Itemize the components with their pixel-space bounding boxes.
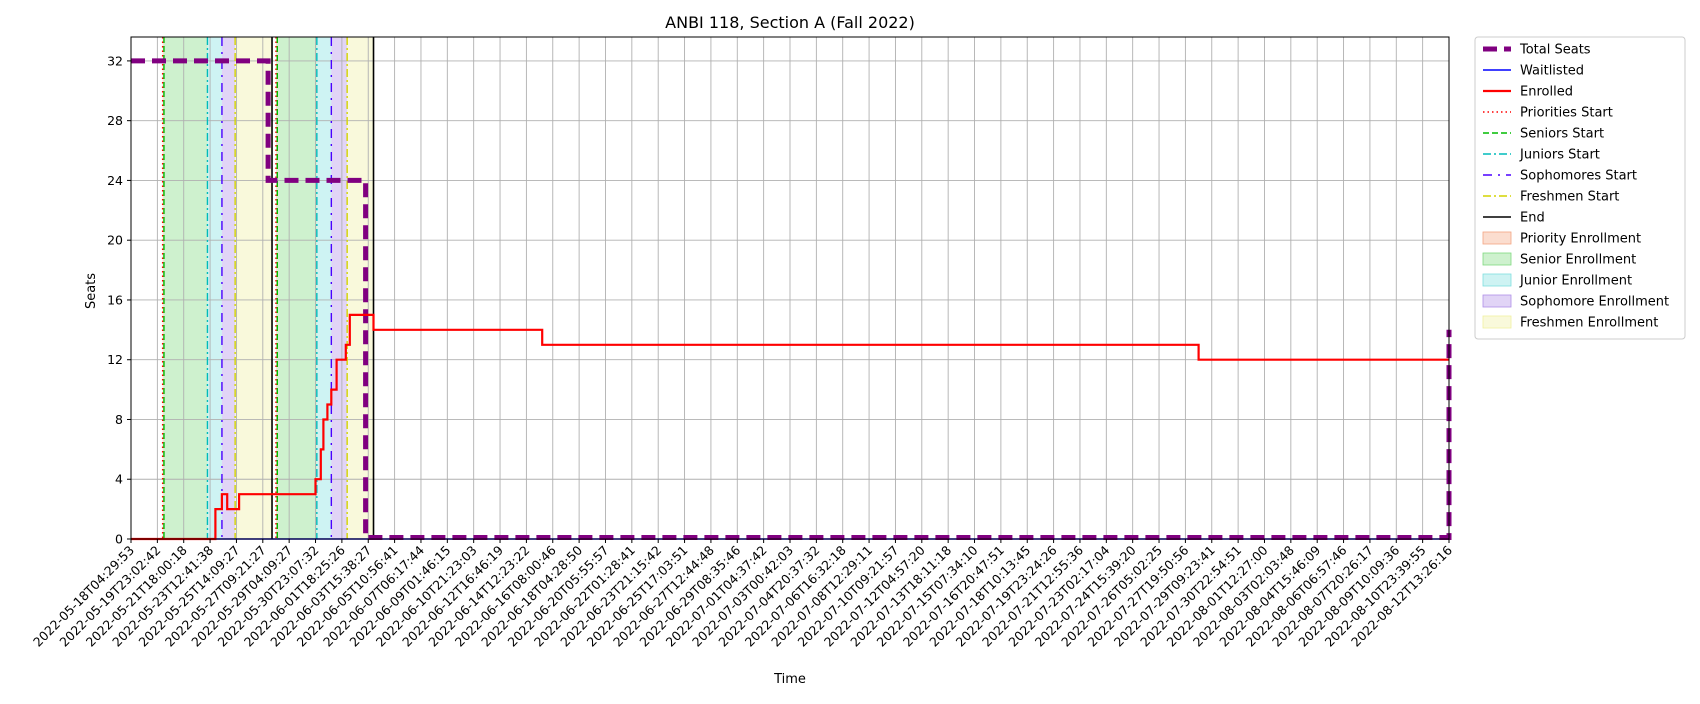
y-tick-label: 4 <box>115 472 123 487</box>
legend-label: Sophomore Enrollment <box>1520 295 1669 310</box>
y-tick-label: 8 <box>115 412 123 427</box>
y-axis-ticks: 0 4 8 12 16 20 24 28 32 <box>107 53 131 547</box>
series-enrolled <box>131 313 1449 541</box>
legend-label: Priority Enrollment <box>1520 232 1641 247</box>
legend-swatch <box>1482 315 1512 329</box>
band-senior-enrollment <box>277 37 317 539</box>
chart-title: ANBI 118, Section A (Fall 2022) <box>665 13 915 32</box>
legend-label: End <box>1520 211 1545 226</box>
legend-label: Junior Enrollment <box>1519 274 1632 289</box>
band-freshmen-enrollment <box>235 37 273 539</box>
period-start-markers <box>161 37 375 539</box>
legend-label: Juniors Start <box>1519 148 1600 163</box>
band-priority-enrollment <box>275 37 278 539</box>
band-sophomore-enrollment <box>221 37 236 539</box>
legend-box <box>1474 36 1686 340</box>
legend-swatch <box>1482 273 1512 287</box>
band-senior-enrollment <box>163 37 208 539</box>
y-tick-label: 32 <box>107 53 123 68</box>
legend-label: Seniors Start <box>1520 127 1604 142</box>
legend-label: Sophomores Start <box>1520 169 1637 184</box>
x-axis-ticks: 2022-05-18T04:29:532022-05-19T23:02:4220… <box>30 539 1455 650</box>
grid-lines <box>130 37 1450 540</box>
band-sophomore-enrollment <box>331 37 348 539</box>
x-axis-label: Time <box>773 672 806 687</box>
y-tick-label: 0 <box>115 532 123 547</box>
legend-label: Total Seats <box>1519 43 1591 58</box>
band-priority-enrollment <box>162 37 164 539</box>
legend-label: Freshmen Enrollment <box>1520 316 1658 331</box>
legend-label: Senior Enrollment <box>1520 253 1636 268</box>
legend-label: Enrolled <box>1520 85 1573 100</box>
legend-swatch <box>1482 252 1512 266</box>
y-tick-label: 12 <box>107 352 123 367</box>
legend-label: Freshmen Start <box>1520 190 1619 205</box>
band-junior-enrollment <box>316 37 332 539</box>
legend-swatch <box>1482 294 1512 308</box>
band-freshmen-enrollment <box>347 37 374 539</box>
y-tick-label: 28 <box>107 113 123 128</box>
y-tick-label: 24 <box>107 173 123 188</box>
y-tick-label: 16 <box>107 292 123 307</box>
legend: Total Seats Waitlisted Enrolled Priorities … <box>1474 36 1686 340</box>
legend-label: Waitlisted <box>1520 64 1584 79</box>
y-tick-label: 20 <box>107 233 123 248</box>
legend-swatch <box>1482 231 1512 245</box>
y-axis-label: Seats <box>84 273 99 309</box>
legend-label: Priorities Start <box>1520 106 1613 121</box>
band-junior-enrollment <box>207 37 222 539</box>
